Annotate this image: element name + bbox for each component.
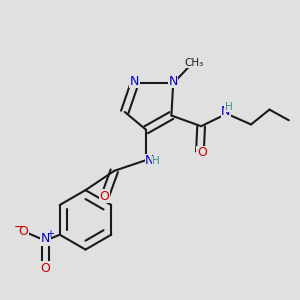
Text: O: O	[41, 262, 51, 275]
Text: N: N	[130, 74, 139, 88]
Text: H: H	[152, 156, 160, 166]
Text: −: −	[14, 220, 24, 233]
Text: N: N	[145, 154, 154, 167]
Text: N: N	[41, 232, 50, 245]
Text: O: O	[99, 190, 109, 202]
Text: +: +	[46, 229, 54, 239]
Text: O: O	[18, 225, 28, 238]
Text: CH₃: CH₃	[184, 58, 204, 68]
Text: H: H	[225, 102, 232, 112]
Text: O: O	[197, 146, 207, 159]
Text: N: N	[169, 74, 178, 88]
Text: N: N	[221, 106, 230, 118]
